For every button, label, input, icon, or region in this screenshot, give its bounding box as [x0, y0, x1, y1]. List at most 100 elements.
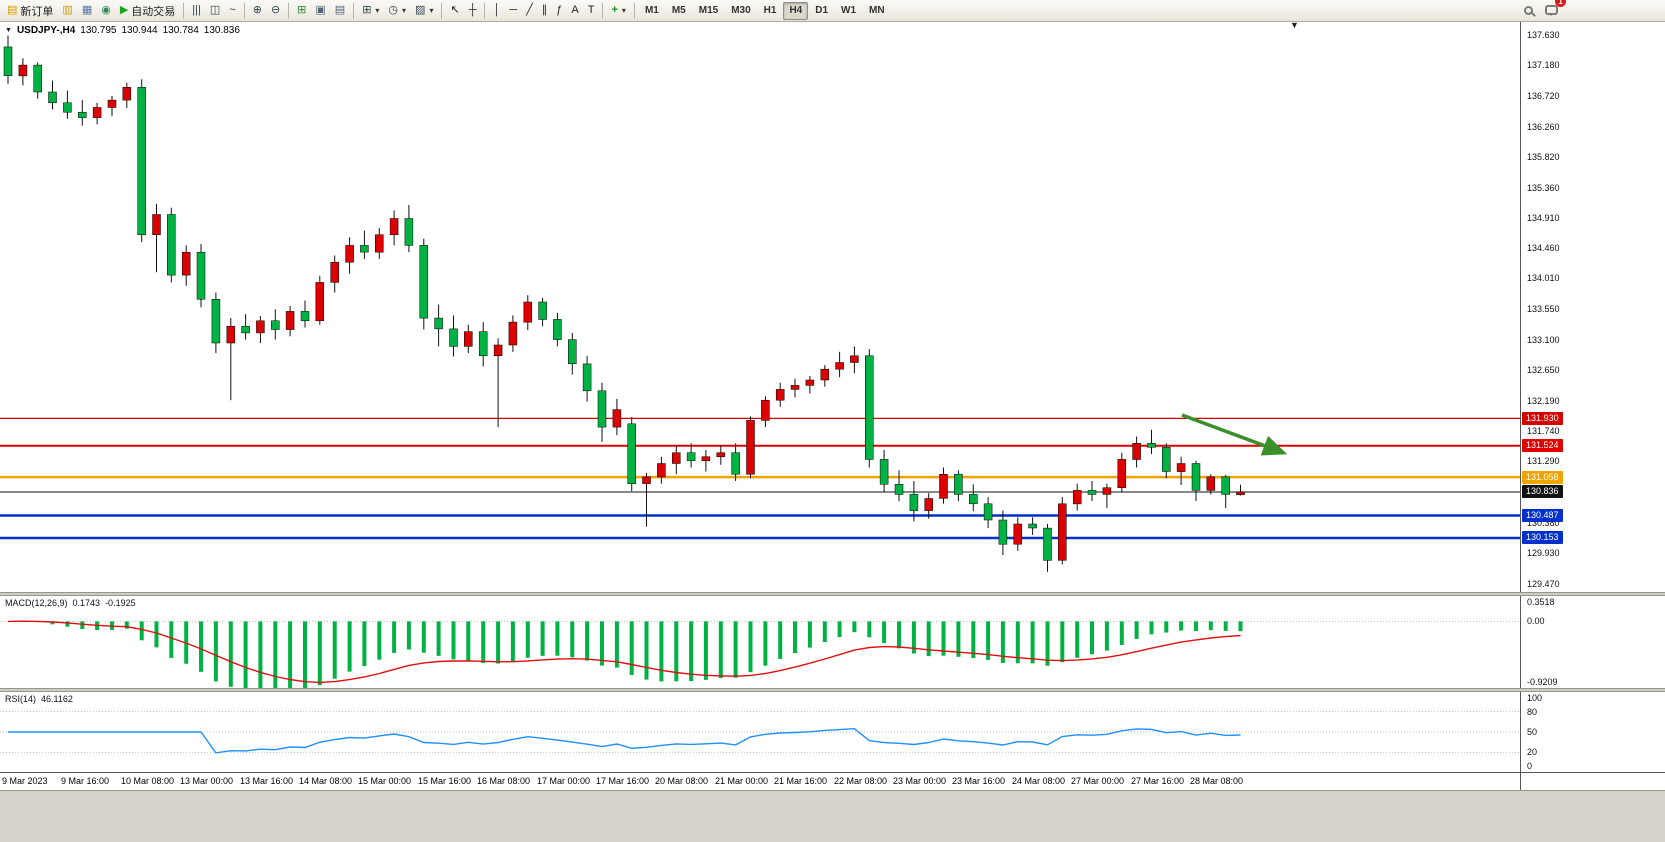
arrange-icon: ▤: [334, 4, 346, 16]
indicators-button[interactable]: + ▾: [607, 2, 629, 20]
crosshair-button[interactable]: ┼: [465, 2, 481, 20]
price-flag-130.153: 130.153: [1522, 531, 1563, 544]
macd-signal-value: -0.1925: [105, 598, 136, 608]
price-axis-label: 132.650: [1527, 365, 1560, 375]
rsi-axis-label: 0: [1527, 761, 1533, 771]
text-button[interactable]: A: [567, 2, 582, 20]
time-axis-label: 27 Mar 00:00: [1071, 776, 1125, 786]
time-axis-corner: [1521, 773, 1665, 790]
cursor-button[interactable]: ↖: [446, 2, 463, 20]
candlestick-button[interactable]: ◫: [206, 2, 224, 20]
time-axis-label: 13 Mar 16:00: [240, 776, 294, 786]
zoom-out-button[interactable]: ⊖: [267, 2, 284, 20]
price-axis-label: 133.550: [1527, 304, 1560, 314]
chart-shift-marker[interactable]: ▼: [1290, 22, 1299, 30]
dropdown-arrow-icon: ▾: [429, 6, 434, 15]
channel-button[interactable]: ∥: [538, 2, 552, 20]
time-axis[interactable]: 9 Mar 2023 9 Mar 16:00 10 Mar 08:00 13 Mar …: [0, 772, 1665, 790]
zoom-in-icon: ⊕: [252, 4, 262, 16]
timeframe-button-m1[interactable]: M1: [644, 5, 659, 16]
time-axis-label: 21 Mar 16:00: [774, 776, 828, 786]
price-axis-label: 134.010: [1527, 273, 1560, 283]
chat-button[interactable]: 1: [1545, 0, 1566, 20]
new-chart-button[interactable]: ⊞ ▾: [358, 2, 383, 20]
time-axis-label: 23 Mar 16:00: [952, 776, 1006, 786]
pane-splitter[interactable]: [0, 592, 1665, 596]
indicators-icon: +: [611, 4, 618, 16]
time-axis-label: 9 Mar 16:00: [61, 776, 110, 786]
price-axis-label: 137.180: [1527, 60, 1560, 70]
auto-trading-button[interactable]: ▶ 自动交易: [116, 2, 179, 20]
zoom-in-button[interactable]: ⊕: [249, 2, 266, 20]
vline-icon: │: [493, 4, 501, 16]
time-axis-label: 22 Mar 08:00: [834, 776, 888, 786]
timeframe-button-d1[interactable]: D1: [815, 5, 829, 16]
new-order-button[interactable]: ▤ 新订单: [3, 2, 57, 20]
price-scale[interactable]: 137.630 137.180 136.720 136.260 135.820 135.3…: [1521, 22, 1665, 592]
candlestick-chart: [0, 35, 1520, 572]
toolbar-separator: [243, 2, 245, 19]
timeframe-button-m5[interactable]: M5: [671, 5, 686, 16]
trendline-icon: ╱: [526, 4, 533, 16]
time-axis-label: 21 Mar 00:00: [715, 776, 769, 786]
line-chart-button[interactable]: ~: [225, 2, 239, 20]
ohlc-high: 130.944: [121, 25, 158, 36]
tile-windows-icon: ⊞: [297, 4, 307, 16]
navigator-button[interactable]: ◉: [97, 2, 115, 20]
crosshair-icon: ┼: [468, 4, 477, 16]
tile-windows-button[interactable]: ⊞: [293, 2, 310, 20]
timeframe-button-m15[interactable]: M15: [698, 5, 719, 16]
macd-scale[interactable]: 0.3518 0.00 -0.9209: [1521, 596, 1665, 688]
pane-splitter[interactable]: [0, 688, 1665, 692]
timeframe-button-h1[interactable]: H1: [763, 5, 777, 16]
book-button[interactable]: ▥: [58, 2, 76, 20]
status-area: [0, 790, 1665, 842]
timeframe-button-m30[interactable]: M30: [731, 5, 751, 16]
time-axis-labels[interactable]: 9 Mar 2023 9 Mar 16:00 10 Mar 08:00 13 Mar …: [0, 773, 1521, 790]
price-flag-131.058: 131.058: [1522, 471, 1563, 484]
dropdown-arrow-icon: ▾: [402, 6, 407, 15]
chart-window: ▼ USDJPY-,H4 130.795 130.944 130.784 130…: [0, 22, 1665, 790]
timeframe-button-w1[interactable]: W1: [841, 5, 857, 16]
search-icon[interactable]: [1524, 6, 1533, 15]
timeframe-button-mn[interactable]: MN: [869, 5, 885, 16]
cascade-windows-button[interactable]: ▣: [311, 2, 329, 20]
toolbar-separator: [602, 2, 604, 19]
time-axis-label: 23 Mar 00:00: [893, 776, 947, 786]
rsi-axis-label: 80: [1527, 707, 1538, 717]
bar-chart-button[interactable]: |||: [188, 2, 205, 20]
fibonacci-button[interactable]: ƒ: [552, 2, 566, 20]
toolbar-separator: [441, 2, 443, 19]
price-axis-label: 135.360: [1527, 183, 1560, 193]
chart-collapse-icon[interactable]: ▼: [5, 27, 12, 34]
main-chart-canvas[interactable]: ▼ USDJPY-,H4 130.795 130.944 130.784 130…: [0, 22, 1521, 592]
macd-canvas[interactable]: MACD(12,26,9) 0.1743 -0.1925: [0, 596, 1521, 688]
market-watch-button[interactable]: ▦: [78, 2, 96, 20]
time-axis-label: 15 Mar 16:00: [418, 776, 472, 786]
bar-chart-icon: |||: [192, 4, 201, 16]
rsi-scale[interactable]: 100 80 50 20 0: [1521, 692, 1665, 772]
dropdown-arrow-icon: ▾: [621, 6, 626, 15]
macd-label: MACD(12,26,9): [5, 598, 68, 608]
arrange-windows-button[interactable]: ▤: [331, 2, 349, 20]
chat-icon: [1545, 4, 1558, 16]
time-axis-label: 15 Mar 00:00: [358, 776, 412, 786]
chart-header: ▼ USDJPY-,H4 130.795 130.944 130.784 130…: [5, 25, 240, 36]
period-dropdown-button[interactable]: ◷ ▾: [384, 2, 410, 20]
rsi-canvas[interactable]: RSI(14) 46.1162: [0, 692, 1521, 772]
vertical-line-button[interactable]: │: [489, 2, 504, 20]
zoom-out-icon: ⊖: [270, 4, 281, 16]
horizontal-line-button[interactable]: ─: [505, 2, 521, 20]
time-axis-label: 16 Mar 08:00: [477, 776, 531, 786]
timeframe-button-h4[interactable]: H4: [783, 1, 809, 20]
price-axis-label: 136.260: [1527, 122, 1560, 132]
trendline-button[interactable]: ╱: [522, 2, 537, 20]
macd-axis-label: 0.00: [1527, 616, 1545, 626]
ohlc-open: 130.795: [80, 25, 117, 36]
ohlc-close: 130.836: [203, 25, 240, 36]
text-label-button[interactable]: T: [584, 2, 599, 20]
template-button[interactable]: ▨ ▾: [411, 2, 437, 20]
time-axis-label: 17 Mar 00:00: [537, 776, 591, 786]
price-axis-label: 131.740: [1527, 426, 1560, 436]
